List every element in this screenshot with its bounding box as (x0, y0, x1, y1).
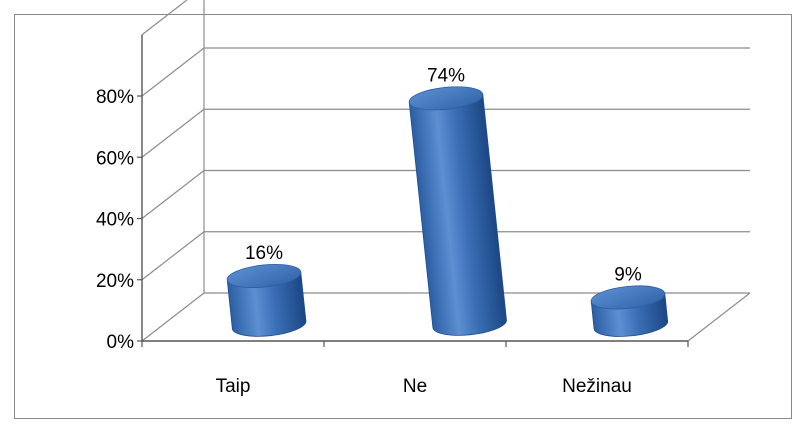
gridline-diagonal (141, 292, 205, 342)
y-axis-ticks: 0% 20% 40% 60% 80% (96, 87, 142, 353)
bar-top (408, 86, 484, 111)
gridline-diagonal (141, 47, 205, 97)
bars (226, 86, 669, 337)
category-label: Taip (216, 376, 251, 397)
y-tick-label: 60% (96, 148, 134, 169)
category-label: Nežinau (562, 376, 632, 397)
y-tick-label: 20% (96, 271, 134, 292)
bar-top (226, 263, 302, 289)
y-tick-label: 40% (96, 210, 134, 231)
y-tick-label: 0% (107, 332, 135, 353)
floor-edge (687, 292, 751, 342)
axes (141, 34, 689, 347)
data-label: 74% (427, 65, 465, 86)
data-label: 16% (245, 243, 283, 264)
data-labels: 16% 74% 9% (245, 65, 642, 285)
gridline-diagonal (141, 231, 205, 281)
bar (408, 94, 507, 336)
data-label: 9% (614, 264, 642, 285)
bar-top (590, 285, 666, 310)
category-labels: Taip Ne Nežinau (216, 376, 632, 397)
gridline-diagonal (141, 0, 188, 36)
bar (226, 271, 307, 337)
y-tick-label: 80% (96, 87, 134, 108)
category-label: Ne (403, 376, 427, 397)
gridline-diagonal (141, 108, 205, 158)
gridline-diagonal (141, 170, 205, 219)
